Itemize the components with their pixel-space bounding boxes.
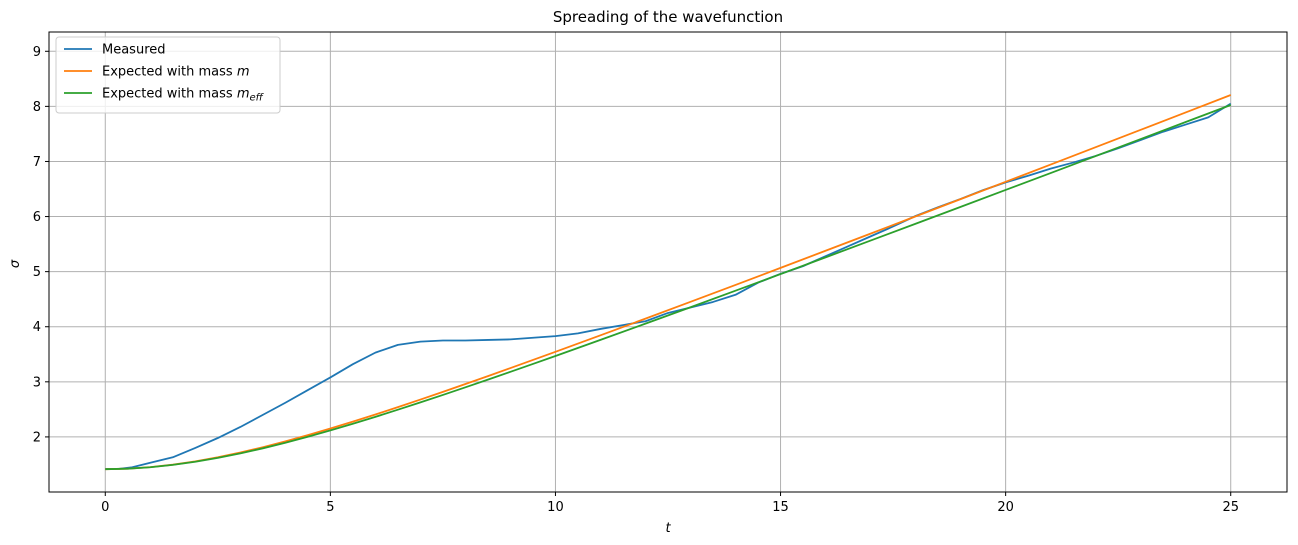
x-tick-label: 15: [772, 500, 789, 515]
legend-box: [55, 36, 281, 114]
y-tick-label: 7: [33, 155, 41, 170]
legend: Measured Expected with mass m Expected wit…: [55, 36, 281, 114]
series-line-1: [105, 102, 1232, 470]
x-tick-label: 5: [326, 500, 334, 515]
y-tick-label: 3: [33, 375, 41, 390]
axis-ticks: 0 5 10 15 20 25 2 3 4 5 6 7 8 9: [33, 45, 1239, 515]
series-line-2: [105, 94, 1232, 471]
legend-label-1: Measured: [102, 43, 166, 58]
y-tick-label: 8: [33, 100, 41, 115]
y-tick-label: 2: [33, 430, 41, 445]
y-axis-label: σ: [8, 259, 23, 268]
x-tick-label: 25: [1222, 500, 1239, 515]
chart-title: Spreading of the wavefunction: [553, 8, 783, 26]
plot-frame: [48, 31, 1288, 493]
legend-label-3: Expected with mass meff: [102, 87, 265, 104]
x-tick-label: 20: [997, 500, 1014, 515]
y-tick-label: 6: [33, 210, 41, 225]
series-line-3: [105, 104, 1232, 471]
series-layer: [105, 94, 1232, 471]
y-tick-label: 9: [33, 45, 41, 60]
y-tick-label: 4: [33, 320, 41, 335]
y-tick-label: 5: [33, 265, 41, 280]
legend-label-2: Expected with mass m: [102, 65, 249, 80]
x-tick-label: 0: [101, 500, 109, 515]
x-tick-label: 10: [547, 500, 564, 515]
x-axis-label: t: [665, 521, 671, 536]
